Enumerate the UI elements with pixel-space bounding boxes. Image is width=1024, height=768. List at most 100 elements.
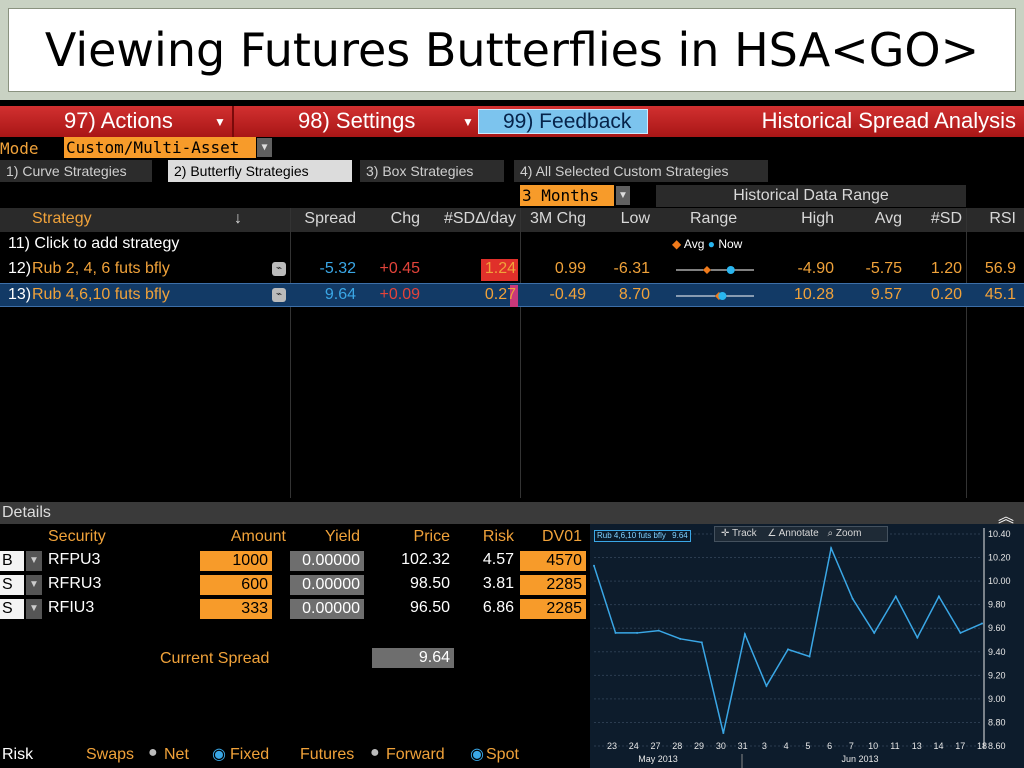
add-strategy-label[interactable]: 11) Click to add strategy <box>8 235 180 252</box>
data-point <box>830 547 833 550</box>
add-strategy-row[interactable]: 11) Click to add strategy ◆ Avg ● Now <box>0 233 1024 257</box>
actions-menu[interactable]: 97) Actions <box>64 108 173 133</box>
mode-dropdown-icon[interactable]: ▼ <box>257 138 272 157</box>
radio-spot-icon[interactable]: ◉ <box>470 746 484 763</box>
x-tick-label: 27 <box>651 741 661 751</box>
dv01-value: 2285 <box>520 599 586 619</box>
month-label: Jun 2013 <box>841 754 878 764</box>
x-tick-label: 7 <box>849 741 854 751</box>
range-dropdown-icon[interactable]: ▼ <box>616 186 630 205</box>
col-spread[interactable]: Spread <box>304 210 356 227</box>
radio-fixed-icon[interactable]: ◉ <box>212 746 226 763</box>
avg-value: 9.57 <box>870 286 902 303</box>
yield-input[interactable]: 0.00000 <box>290 599 364 619</box>
strategy-row-selected[interactable]: 13) Rub 4,6,10 futs bfly ⌁ 9.64 +0.09 0.… <box>0 283 1024 307</box>
sd-day-bar <box>481 259 518 281</box>
col-avg[interactable]: Avg <box>874 210 902 227</box>
track-icon[interactable]: ✛ <box>721 528 730 539</box>
data-point <box>722 732 725 735</box>
sd-value: 0.20 <box>930 286 962 303</box>
details-col-security: Security <box>48 528 106 545</box>
tab-all-selected-strategies[interactable]: 4) All Selected Custom Strategies <box>514 160 768 182</box>
amount-input[interactable]: 1000 <box>200 551 272 571</box>
high-value: -4.90 <box>797 260 834 277</box>
details-header: Details ︽ <box>0 502 1024 526</box>
settings-menu[interactable]: 98) Settings <box>298 108 416 133</box>
avg-value: -5.75 <box>865 260 902 277</box>
amount-input[interactable]: 600 <box>200 575 272 595</box>
data-point <box>916 636 919 639</box>
x-tick-label: 31 <box>738 741 748 751</box>
sd-day-bar <box>510 285 518 307</box>
tab-butterfly-strategies[interactable]: 2) Butterfly Strategies <box>168 160 352 182</box>
spread-value: -5.32 <box>319 260 356 277</box>
yield-input[interactable]: 0.00000 <box>290 551 364 571</box>
data-point <box>808 655 811 658</box>
actions-chevron-icon[interactable]: ▼ <box>214 115 226 129</box>
radio-forward-icon[interactable]: ● <box>370 744 380 761</box>
side-select[interactable]: S <box>0 599 24 619</box>
collapse-icon[interactable]: ︽ <box>997 509 1014 526</box>
col-sd-day[interactable]: #SDΔ/day <box>443 210 516 227</box>
radio-net-icon[interactable]: ● <box>148 744 158 761</box>
col-rsi[interactable]: RSI <box>989 210 1016 227</box>
series-legend-value: 9.64 <box>672 531 688 540</box>
security-name: RFRU3 <box>48 575 102 592</box>
track-button[interactable]: Track <box>732 528 757 539</box>
y-tick-label: 10.20 <box>988 553 1011 563</box>
data-point <box>657 629 660 632</box>
settings-chevron-icon[interactable]: ▼ <box>462 115 474 129</box>
tab-curve-strategies[interactable]: 1) Curve Strategies <box>0 160 160 182</box>
futures-label: Futures <box>300 746 355 763</box>
side-dropdown-icon[interactable]: ▼ <box>26 551 42 571</box>
sd-value: 1.20 <box>930 260 962 277</box>
strategy-row[interactable]: 12) Rub 2, 4, 6 futs bfly ⌁ -5.32 +0.45 … <box>0 258 1024 282</box>
radio-forward-label[interactable]: Forward <box>386 746 445 763</box>
side-dropdown-icon[interactable]: ▼ <box>26 599 42 619</box>
col-high[interactable]: High <box>801 210 834 227</box>
col-sd[interactable]: #SD <box>930 210 962 227</box>
month-label: May 2013 <box>638 754 678 764</box>
spread-chart[interactable]: 10.40 10.20 10.00 9.80 9.60 9.40 9.20 9.00 8.80 8… <box>590 524 1024 768</box>
sd-day-value: 0.27 <box>484 286 516 303</box>
range-select[interactable]: 3 Months <box>520 185 614 206</box>
sort-arrow-icon[interactable]: ↓ <box>234 210 242 227</box>
mode-select[interactable]: Custom/Multi-Asset <box>64 137 256 158</box>
chg-value: +0.09 <box>379 286 420 303</box>
zoom-icon[interactable]: ⌕ <box>827 528 834 539</box>
col-chg[interactable]: Chg <box>390 210 420 227</box>
strategy-tabs: 1) Curve Strategies 2) Butterfly Strateg… <box>0 160 1024 182</box>
side-select[interactable]: S <box>0 575 24 595</box>
amount-input[interactable]: 333 <box>200 599 272 619</box>
col-low[interactable]: Low <box>620 210 650 227</box>
col-3m-chg[interactable]: 3M Chg <box>529 210 586 227</box>
strategy-name[interactable]: Rub 4,6,10 futs bfly <box>32 286 170 303</box>
side-dropdown-icon[interactable]: ▼ <box>26 575 42 595</box>
chart-icon[interactable]: ⌁ <box>272 262 286 276</box>
radio-fixed-label[interactable]: Fixed <box>230 746 270 763</box>
slide-header: Viewing Futures Butterflies in HSA<GO> <box>0 0 1024 100</box>
radio-spot-label[interactable]: Spot <box>486 746 519 763</box>
tab-box-strategies[interactable]: 3) Box Strategies <box>360 160 504 182</box>
security-name: RFIU3 <box>48 599 95 616</box>
column-header-row: Strategy ↓ Spread Chg #SDΔ/day 3M Chg Lo… <box>0 208 1024 232</box>
x-tick-label: 18 <box>977 741 987 751</box>
chart-icon[interactable]: ⌁ <box>272 288 286 302</box>
radio-net-label[interactable]: Net <box>164 746 189 763</box>
side-select[interactable]: B <box>0 551 24 571</box>
now-legend-label: Now <box>718 237 743 251</box>
yield-input[interactable]: 0.00000 <box>290 575 364 595</box>
x-tick-label: 14 <box>933 741 943 751</box>
col-range[interactable]: Range <box>690 210 738 227</box>
annotate-icon[interactable]: ∠ <box>767 528 777 539</box>
strategy-name[interactable]: Rub 2, 4, 6 futs bfly <box>32 260 170 277</box>
x-tick-label: 23 <box>607 741 617 751</box>
annotate-button[interactable]: Annotate <box>778 528 819 539</box>
x-tick-label: 17 <box>955 741 965 751</box>
zoom-button[interactable]: Zoom <box>835 528 862 539</box>
swaps-label: Swaps <box>86 746 135 763</box>
data-point <box>787 648 789 651</box>
rsi-value: 56.9 <box>984 260 1016 277</box>
feedback-button[interactable]: 99) Feedback <box>478 109 648 134</box>
col-strategy[interactable]: Strategy <box>32 210 92 227</box>
